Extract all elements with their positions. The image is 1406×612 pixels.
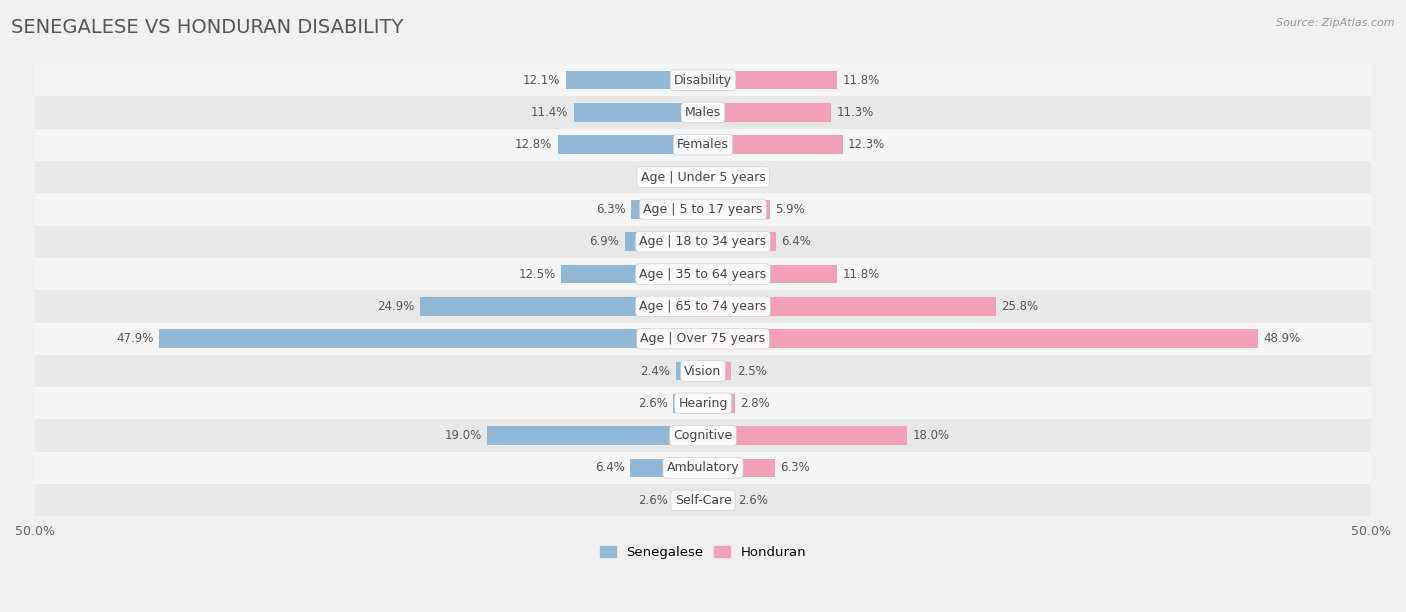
Text: 48.9%: 48.9% <box>1264 332 1301 345</box>
Bar <box>703 135 842 154</box>
Text: 6.3%: 6.3% <box>596 203 626 216</box>
Text: SENEGALESE VS HONDURAN DISABILITY: SENEGALESE VS HONDURAN DISABILITY <box>11 18 404 37</box>
Text: 6.3%: 6.3% <box>780 461 810 474</box>
Bar <box>420 297 703 316</box>
Bar <box>631 200 703 218</box>
Text: 11.4%: 11.4% <box>531 106 568 119</box>
Bar <box>35 193 1371 226</box>
Text: Females: Females <box>678 138 728 151</box>
Text: Age | 5 to 17 years: Age | 5 to 17 years <box>644 203 762 216</box>
Bar <box>35 96 1371 129</box>
Bar <box>703 362 731 381</box>
Text: 6.9%: 6.9% <box>589 235 619 248</box>
Bar <box>35 129 1371 161</box>
Text: 47.9%: 47.9% <box>117 332 153 345</box>
Bar <box>35 64 1371 96</box>
Text: Age | 65 to 74 years: Age | 65 to 74 years <box>640 300 766 313</box>
Bar <box>574 103 703 122</box>
Text: Age | 18 to 34 years: Age | 18 to 34 years <box>640 235 766 248</box>
Text: 19.0%: 19.0% <box>444 429 482 442</box>
Bar <box>35 258 1371 290</box>
Text: Vision: Vision <box>685 365 721 378</box>
Text: 11.8%: 11.8% <box>842 73 880 87</box>
Bar <box>565 71 703 89</box>
Bar <box>703 168 717 187</box>
Text: Source: ZipAtlas.com: Source: ZipAtlas.com <box>1277 18 1395 28</box>
Bar <box>35 290 1371 323</box>
Bar <box>703 394 735 412</box>
Text: 6.4%: 6.4% <box>595 461 626 474</box>
Bar <box>35 484 1371 517</box>
Text: Hearing: Hearing <box>678 397 728 410</box>
Text: 11.3%: 11.3% <box>837 106 875 119</box>
Text: 18.0%: 18.0% <box>912 429 950 442</box>
Bar <box>35 226 1371 258</box>
Text: 6.4%: 6.4% <box>780 235 811 248</box>
Bar <box>159 329 703 348</box>
Text: 12.3%: 12.3% <box>848 138 886 151</box>
Text: 2.6%: 2.6% <box>638 397 668 410</box>
Legend: Senegalese, Honduran: Senegalese, Honduran <box>595 540 811 564</box>
Bar <box>35 387 1371 419</box>
Text: Males: Males <box>685 106 721 119</box>
Bar <box>703 233 776 251</box>
Bar <box>703 264 837 283</box>
Bar <box>689 168 703 187</box>
Text: 2.8%: 2.8% <box>740 397 770 410</box>
Text: Age | 35 to 64 years: Age | 35 to 64 years <box>640 267 766 280</box>
Text: 1.2%: 1.2% <box>654 171 685 184</box>
Bar <box>703 200 770 218</box>
Bar <box>703 297 995 316</box>
Text: 11.8%: 11.8% <box>842 267 880 280</box>
Text: 2.4%: 2.4% <box>641 365 671 378</box>
Text: 2.5%: 2.5% <box>737 365 766 378</box>
Bar <box>703 103 831 122</box>
Bar <box>488 427 703 445</box>
Bar <box>676 362 703 381</box>
Bar <box>35 452 1371 484</box>
Text: Ambulatory: Ambulatory <box>666 461 740 474</box>
Bar <box>703 329 1258 348</box>
Text: Self-Care: Self-Care <box>675 494 731 507</box>
Bar <box>35 419 1371 452</box>
Bar <box>561 264 703 283</box>
Text: 12.8%: 12.8% <box>515 138 553 151</box>
Bar <box>703 71 837 89</box>
Bar <box>703 427 907 445</box>
Text: Age | Over 75 years: Age | Over 75 years <box>641 332 765 345</box>
Text: 5.9%: 5.9% <box>775 203 806 216</box>
Text: Age | Under 5 years: Age | Under 5 years <box>641 171 765 184</box>
Text: Disability: Disability <box>673 73 733 87</box>
Text: 25.8%: 25.8% <box>1001 300 1039 313</box>
Bar <box>35 355 1371 387</box>
Bar <box>630 458 703 477</box>
Bar <box>35 161 1371 193</box>
Text: 1.2%: 1.2% <box>721 171 752 184</box>
Bar <box>624 233 703 251</box>
Text: 12.1%: 12.1% <box>523 73 560 87</box>
Text: 2.6%: 2.6% <box>638 494 668 507</box>
Text: 24.9%: 24.9% <box>378 300 415 313</box>
Bar <box>673 394 703 412</box>
Bar <box>703 491 733 510</box>
Text: Cognitive: Cognitive <box>673 429 733 442</box>
Text: 2.6%: 2.6% <box>738 494 768 507</box>
Text: 12.5%: 12.5% <box>519 267 555 280</box>
Bar <box>35 323 1371 355</box>
Bar <box>558 135 703 154</box>
Bar <box>703 458 775 477</box>
Bar <box>673 491 703 510</box>
